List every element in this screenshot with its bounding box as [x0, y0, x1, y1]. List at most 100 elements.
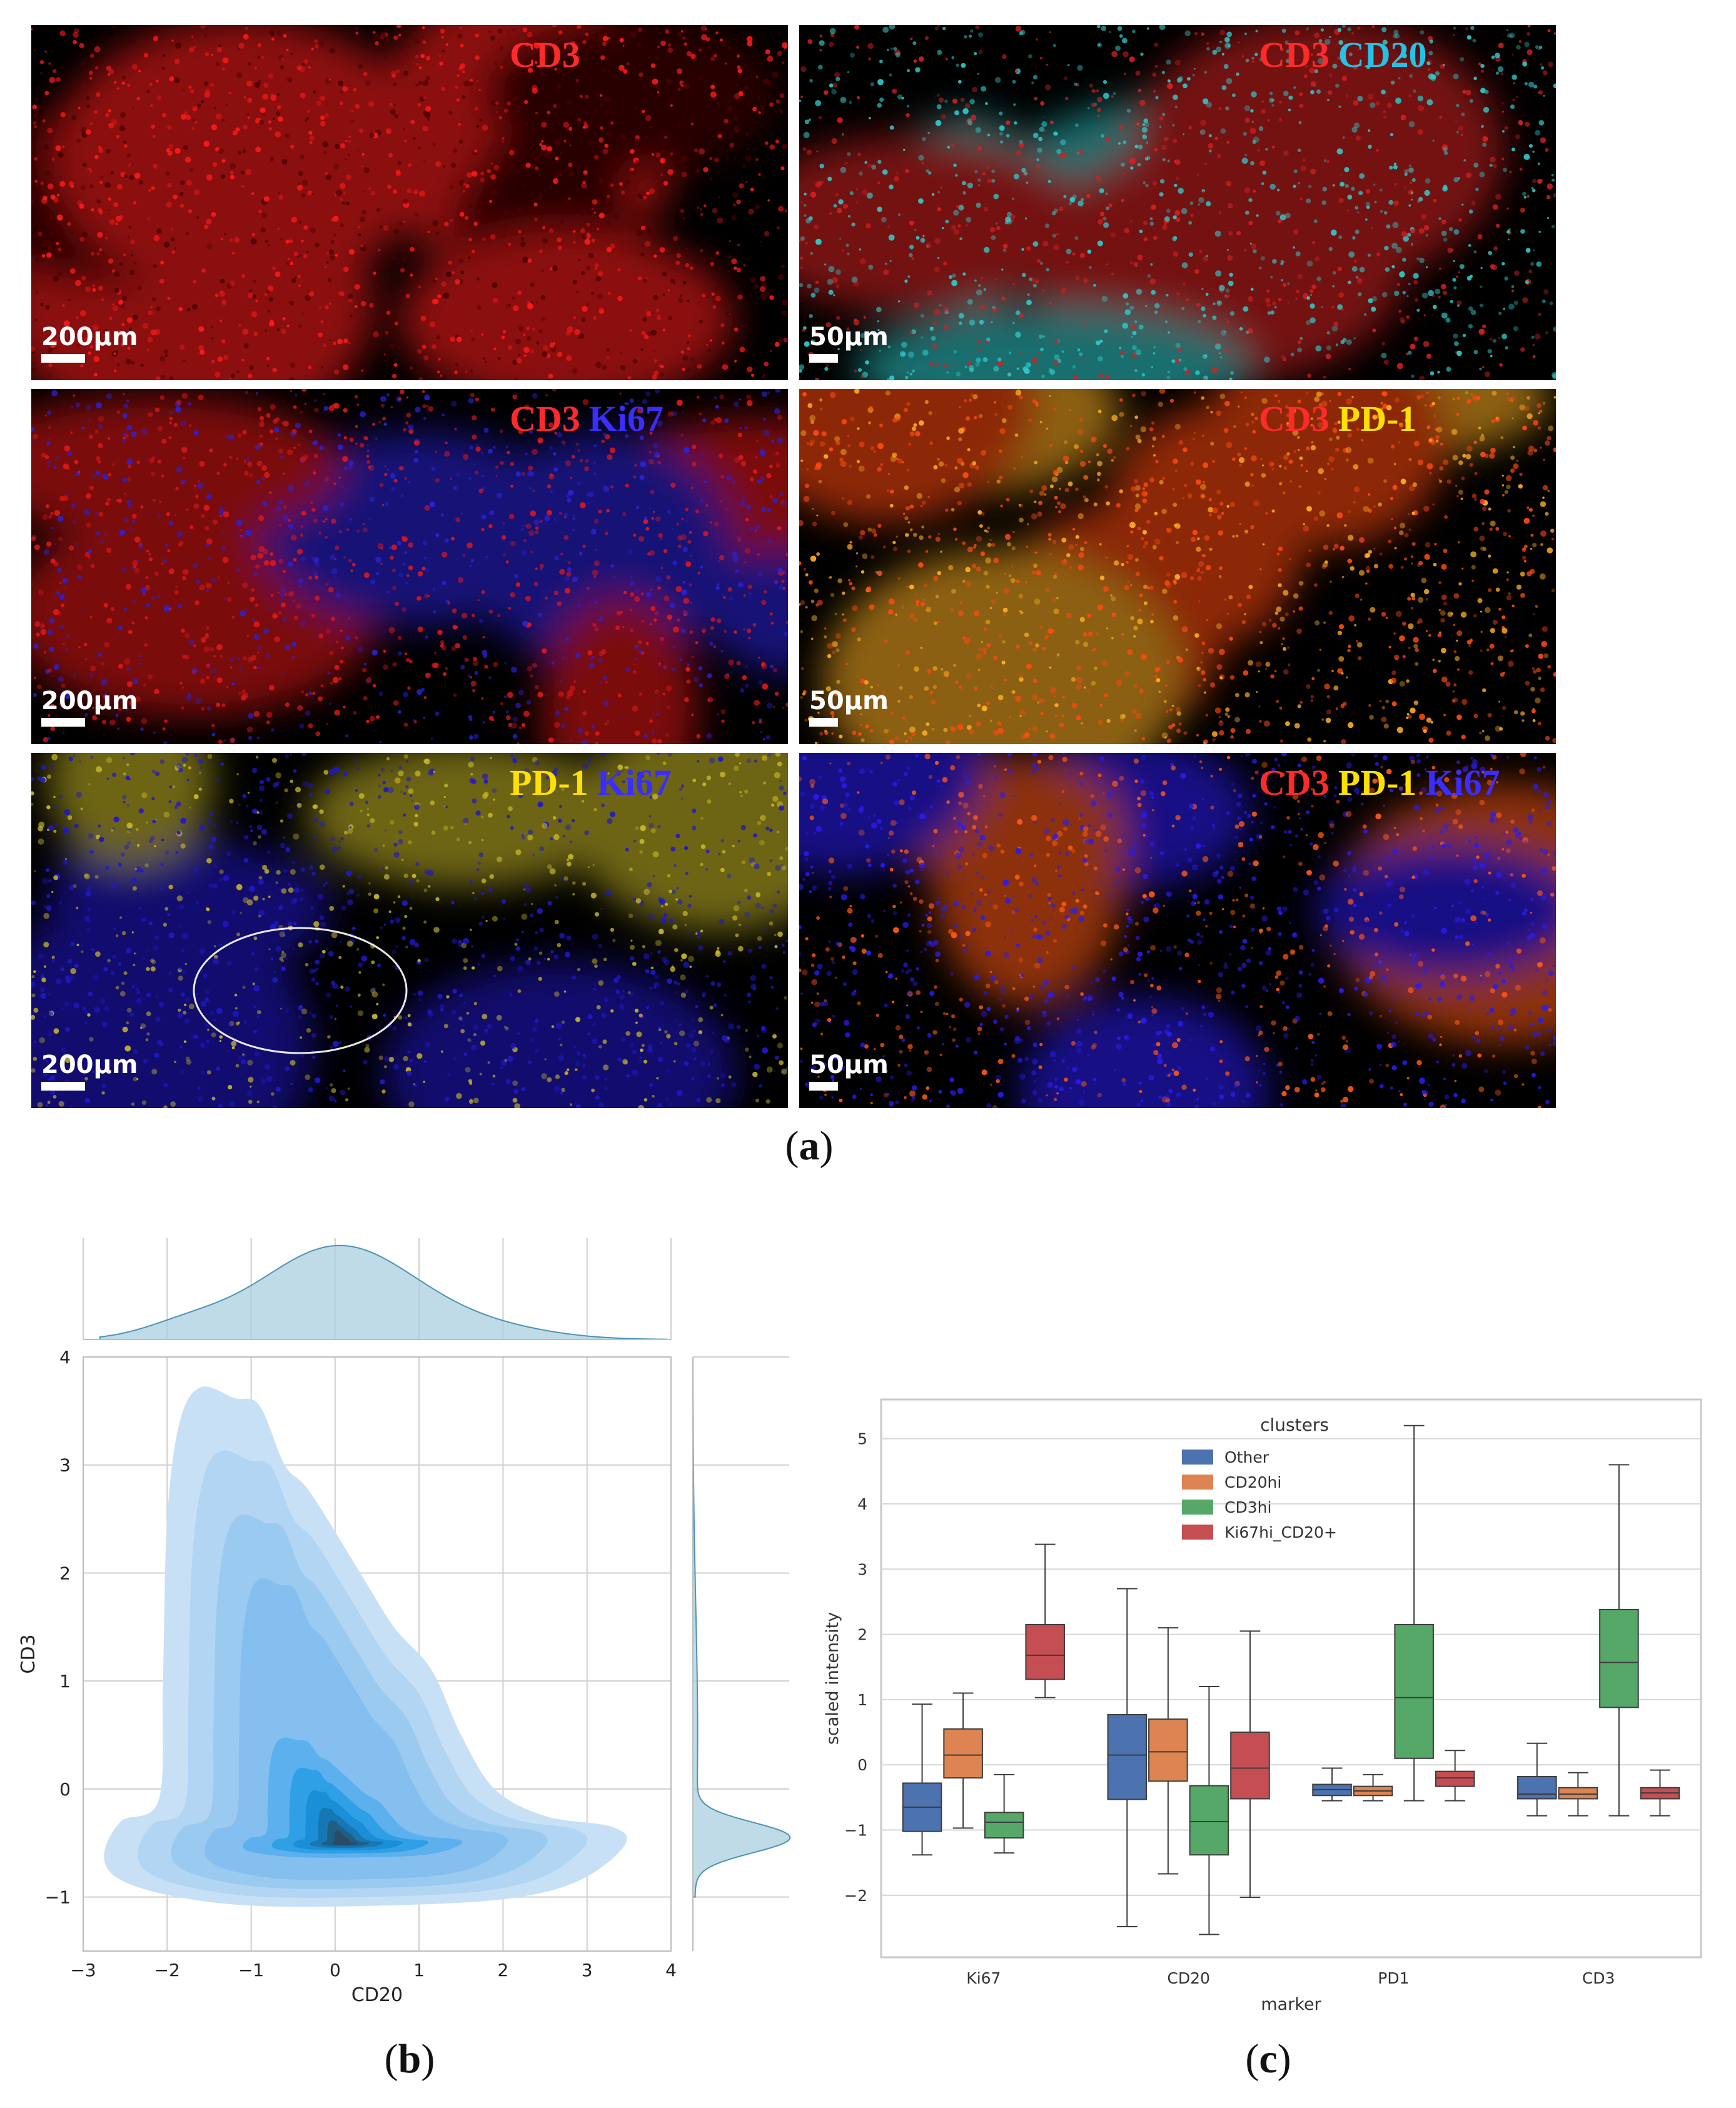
marker-label: PD-1: [510, 762, 588, 803]
legend-swatch: [1182, 1500, 1213, 1515]
legend-item: Ki67hi_CD20+: [1224, 1523, 1337, 1541]
legend-item: Other: [1224, 1448, 1269, 1466]
box: [943, 1728, 983, 1779]
legend-swatch: [1182, 1525, 1213, 1540]
box-other: [1517, 1742, 1557, 1817]
scale-bar: 50µm: [809, 1051, 889, 1091]
scale-bar-line: [41, 354, 85, 363]
y-tick-label: −2: [844, 1887, 867, 1905]
scale-bar-label: 200µm: [41, 323, 138, 351]
box: [1599, 1608, 1639, 1708]
x-tick-label: 0: [330, 1960, 341, 1980]
box: [1189, 1785, 1229, 1856]
legend-swatch: [1182, 1450, 1213, 1465]
micrograph-panel: CD3 CD20 50µm: [799, 25, 1556, 380]
x-tick-label: Ki67: [966, 1969, 1001, 1987]
box-ki67hi-cd20-: [1025, 1543, 1065, 1698]
marker-labels: CD3 Ki67: [510, 398, 672, 440]
y-tick-label: 4: [857, 1495, 867, 1513]
y-tick-label: 4: [59, 1347, 71, 1368]
box-cd20hi: [1558, 1772, 1598, 1817]
figure-c-label: (c): [1245, 2036, 1291, 2082]
scale-bar-label: 50µm: [809, 323, 889, 351]
y-axis-label: scaled intensity: [823, 1612, 842, 1745]
scale-bar: 200µm: [41, 687, 138, 727]
marginal-kde-x: [99, 1244, 668, 1340]
boxplot-chart: −2 −1 0 1 2 3 4 5 Ki67 CD20 PD1 CD3 marker scaled int…: [823, 1398, 1702, 2014]
legend-item: CD20hi: [1224, 1473, 1281, 1491]
y-tick-label: −1: [45, 1887, 71, 1908]
box: [1148, 1718, 1188, 1782]
x-tick-label: 2: [498, 1960, 509, 1980]
marker-labels: PD-1 Ki67: [510, 762, 680, 804]
y-axis-label: CD3: [18, 1634, 39, 1673]
x-tick-label: CD3: [1582, 1969, 1615, 1987]
micrograph-panel: CD3 PD-1 50µm: [799, 389, 1556, 744]
y-tick-label: 0: [59, 1779, 71, 1800]
marker-label: Ki67: [588, 398, 664, 439]
x-tick-label: 1: [413, 1960, 425, 1980]
box: [1025, 1623, 1065, 1680]
micrograph-panel: PD-1 Ki67 200µm: [31, 753, 788, 1108]
scale-bar: 50µm: [809, 323, 889, 363]
micrograph-panel: CD3 PD-1 Ki67 50µm: [799, 753, 1556, 1108]
box: [1394, 1623, 1434, 1759]
scale-bar-label: 200µm: [41, 1051, 138, 1079]
box: [1435, 1770, 1475, 1787]
box-other: [1312, 1767, 1352, 1802]
plot-frame: [880, 1398, 1702, 1959]
marker-label: CD3: [1259, 398, 1330, 439]
legend-title: clusters: [1260, 1415, 1329, 1435]
box-cd20hi: [1353, 1773, 1393, 1802]
micrograph-panel: CD3 Ki67 200µm: [31, 389, 788, 744]
marker-label: CD3: [1259, 762, 1330, 803]
box: [1558, 1787, 1598, 1800]
legend-item: CD3hi: [1224, 1498, 1271, 1516]
density-contour: [321, 1820, 370, 1847]
legend: clusters Other CD20hi CD3hi Ki67hi_CD20+: [1182, 1415, 1337, 1541]
box-cd20hi: [1148, 1627, 1188, 1875]
marker-label: CD3: [510, 34, 580, 75]
x-axis-label: CD20: [351, 1984, 403, 2006]
marker-label: Ki67: [1425, 762, 1500, 803]
x-axis-label: marker: [1261, 1995, 1321, 2014]
scale-bar-line: [809, 354, 838, 363]
micrograph-texture: [31, 389, 788, 744]
scale-bar-line: [809, 718, 838, 727]
y-tick-label: 1: [857, 1691, 867, 1709]
box-other: [1107, 1588, 1148, 1927]
micrograph-panel: CD3 200µm: [31, 25, 788, 380]
density-contour: [331, 1830, 358, 1845]
legend-swatch: [1182, 1475, 1213, 1490]
plot-frame: [83, 1356, 672, 1952]
marker-label: CD20: [1338, 34, 1427, 75]
micrograph-texture: [799, 389, 1556, 744]
scale-bar-label: 50µm: [809, 1051, 889, 1079]
x-tick-label: CD20: [1167, 1969, 1210, 1987]
marker-labels: CD3 PD-1 Ki67: [1259, 762, 1509, 804]
y-tick-label: 5: [857, 1430, 867, 1448]
marker-labels: CD3 CD20: [1259, 34, 1436, 76]
scale-bar: 200µm: [41, 1051, 138, 1091]
scale-bar-label: 50µm: [809, 687, 889, 715]
micrograph-texture: [799, 753, 1556, 1108]
box-cd3hi: [1599, 1464, 1639, 1817]
box: [1107, 1713, 1148, 1800]
marker-label: CD3: [510, 398, 580, 439]
marker-label: Ki67: [597, 762, 672, 803]
x-tick-label: −3: [70, 1960, 96, 1980]
kde-joint-plot: −3 −2 −1 0 1 2 3 4 −1 0 1 2 3 4 CD20 CD3: [18, 1238, 791, 2006]
marker-label: PD-1: [1338, 762, 1417, 803]
density-contours: [104, 1386, 627, 1907]
x-tick-label: −2: [154, 1960, 180, 1980]
scale-bar-line: [41, 1082, 85, 1091]
box: [1230, 1732, 1270, 1800]
box-ki67hi-cd20-: [1640, 1769, 1680, 1817]
marker-labels: CD3: [510, 34, 589, 76]
marker-label: CD3: [1259, 34, 1330, 75]
box-cd3hi: [1394, 1425, 1434, 1802]
marker-labels: CD3 PD-1: [1259, 398, 1425, 440]
x-tick-label: −1: [238, 1960, 264, 1980]
box-cd20hi: [943, 1692, 983, 1829]
figure-b-label: (b): [384, 2036, 435, 2082]
